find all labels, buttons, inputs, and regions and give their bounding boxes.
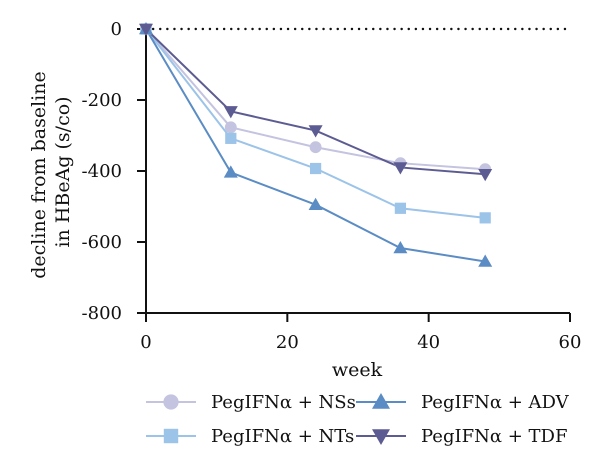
y-tick-label: -600	[82, 232, 122, 253]
series-layer	[139, 22, 493, 267]
series-line	[145, 28, 486, 219]
legend-label: PegIFNα + NTs	[211, 426, 354, 447]
y-axis-title-line-1: decline from baseline	[28, 71, 50, 278]
legend-marker	[372, 393, 390, 409]
series-points-triangle-down	[139, 23, 493, 182]
x-tick-label: 20	[276, 332, 299, 353]
y-axis-title-line-2: in HBeAg (s/co)	[52, 96, 74, 247]
legend-label: PegIFNα + NSs	[211, 392, 356, 413]
data-point	[223, 165, 238, 178]
series-square	[145, 28, 486, 219]
tick-marks: 0 -200 -400 -600 -800 0 20 40 60	[82, 19, 582, 353]
y-tick-label: -800	[82, 303, 122, 324]
x-tick-label: 60	[559, 332, 582, 353]
data-point	[478, 254, 493, 267]
legend-label: PegIFNα + TDF	[421, 426, 567, 447]
legend-label: PegIFNα + ADV	[421, 392, 570, 413]
legend-marker	[372, 429, 390, 445]
axes	[137, 29, 570, 314]
legend-item: PegIFNα + TDF	[356, 426, 567, 447]
data-point	[308, 197, 323, 210]
legend-marker	[163, 428, 179, 444]
x-tick-label: 40	[417, 332, 440, 353]
data-point	[224, 121, 237, 134]
y-tick-label: -200	[82, 90, 122, 111]
legend-item: PegIFNα + ADV	[356, 392, 570, 413]
x-tick-label: 0	[140, 332, 151, 353]
y-tick-label: 0	[111, 19, 122, 40]
data-point	[309, 141, 322, 154]
data-point	[394, 202, 406, 214]
data-point	[478, 168, 493, 182]
series-points-circle	[140, 23, 492, 176]
data-point	[393, 241, 408, 254]
series-points-square	[140, 23, 491, 224]
y-tick-label: -400	[82, 161, 122, 182]
data-point	[393, 162, 408, 175]
legend-item: PegIFNα + NTs	[146, 426, 354, 447]
legend-marker	[163, 394, 179, 410]
legend-item: PegIFNα + NSs	[146, 392, 356, 413]
x-axis-title: week	[332, 359, 383, 381]
y-axis-title: decline from baseline in HBeAg (s/co)	[28, 65, 74, 279]
data-point	[310, 162, 322, 175]
data-point	[225, 132, 237, 144]
data-point	[223, 106, 238, 119]
data-point	[308, 125, 323, 138]
data-point	[479, 212, 491, 224]
data-point	[139, 23, 153, 36]
legend: PegIFNα + NSs PegIFNα + ADV PegIFNα + NTs P…	[146, 392, 570, 447]
